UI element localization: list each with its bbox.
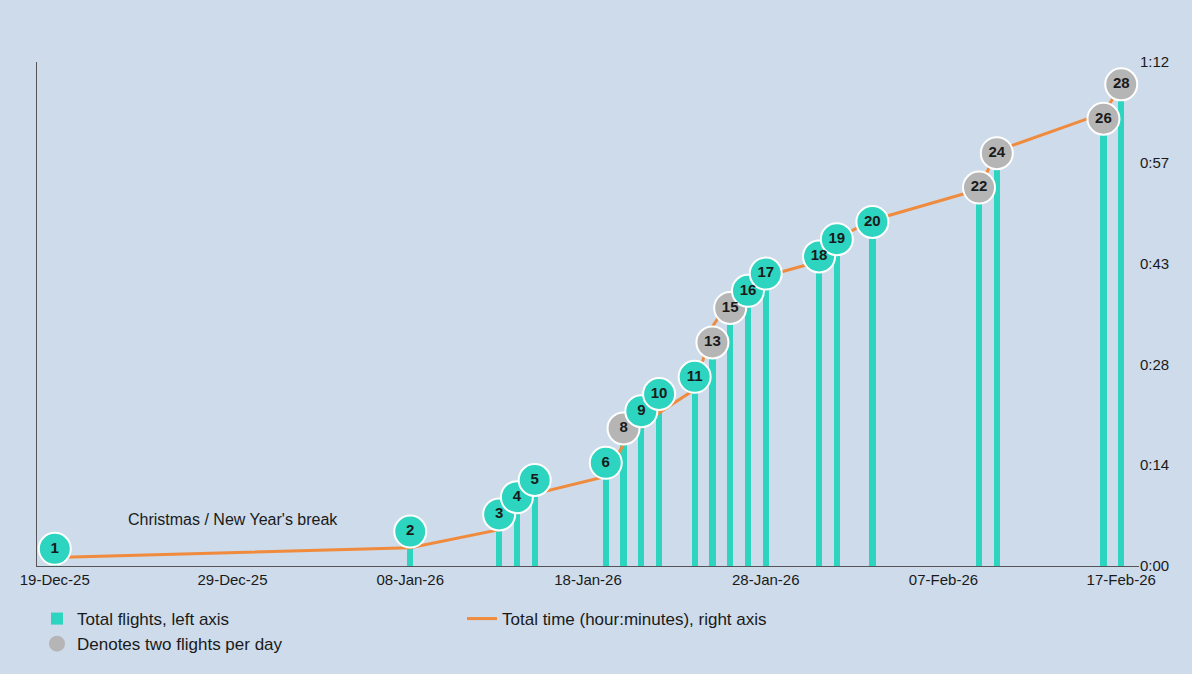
svg-text:0:00: 0:00 [1140, 557, 1169, 574]
svg-text:0:14: 0:14 [1140, 456, 1169, 473]
svg-text:17: 17 [757, 263, 774, 280]
svg-text:26: 26 [1095, 109, 1112, 126]
svg-text:11: 11 [687, 367, 703, 384]
svg-text:22: 22 [971, 177, 988, 194]
svg-text:0:57: 0:57 [1140, 154, 1169, 171]
svg-text:28: 28 [1113, 74, 1130, 91]
svg-text:18: 18 [811, 246, 828, 263]
svg-text:3: 3 [495, 504, 503, 521]
svg-text:2: 2 [406, 521, 414, 538]
svg-text:9: 9 [637, 401, 645, 418]
svg-text:20: 20 [864, 212, 881, 229]
svg-text:19: 19 [828, 229, 845, 246]
svg-text:10: 10 [651, 384, 668, 401]
svg-text:0:43: 0:43 [1140, 255, 1169, 272]
svg-text:19-Dec-25: 19-Dec-25 [20, 571, 90, 588]
svg-text:13: 13 [704, 332, 721, 349]
svg-text:15: 15 [722, 298, 739, 315]
svg-text:08-Jan-26: 08-Jan-26 [376, 571, 444, 588]
svg-text:1: 1 [51, 539, 59, 556]
svg-text:24: 24 [988, 143, 1005, 160]
svg-text:17-Feb-26: 17-Feb-26 [1087, 571, 1156, 588]
svg-text:4: 4 [513, 487, 522, 504]
svg-text:Total flights, left axis: Total flights, left axis [77, 610, 229, 629]
svg-text:8: 8 [619, 418, 627, 435]
svg-text:16: 16 [740, 281, 757, 298]
svg-text:Christmas / New Year's break: Christmas / New Year's break [128, 511, 338, 528]
svg-text:07-Feb-26: 07-Feb-26 [909, 571, 978, 588]
svg-text:6: 6 [602, 453, 610, 470]
svg-text:5: 5 [531, 470, 539, 487]
svg-text:Total time (hour:minutes), rig: Total time (hour:minutes), right axis [502, 610, 767, 629]
svg-text:0:28: 0:28 [1140, 356, 1169, 373]
svg-text:28-Jan-26: 28-Jan-26 [732, 571, 800, 588]
svg-text:1:12: 1:12 [1140, 53, 1169, 70]
svg-text:Denotes two flights per day: Denotes two flights per day [77, 635, 283, 654]
svg-text:18-Jan-26: 18-Jan-26 [554, 571, 622, 588]
svg-text:29-Dec-25: 29-Dec-25 [197, 571, 267, 588]
